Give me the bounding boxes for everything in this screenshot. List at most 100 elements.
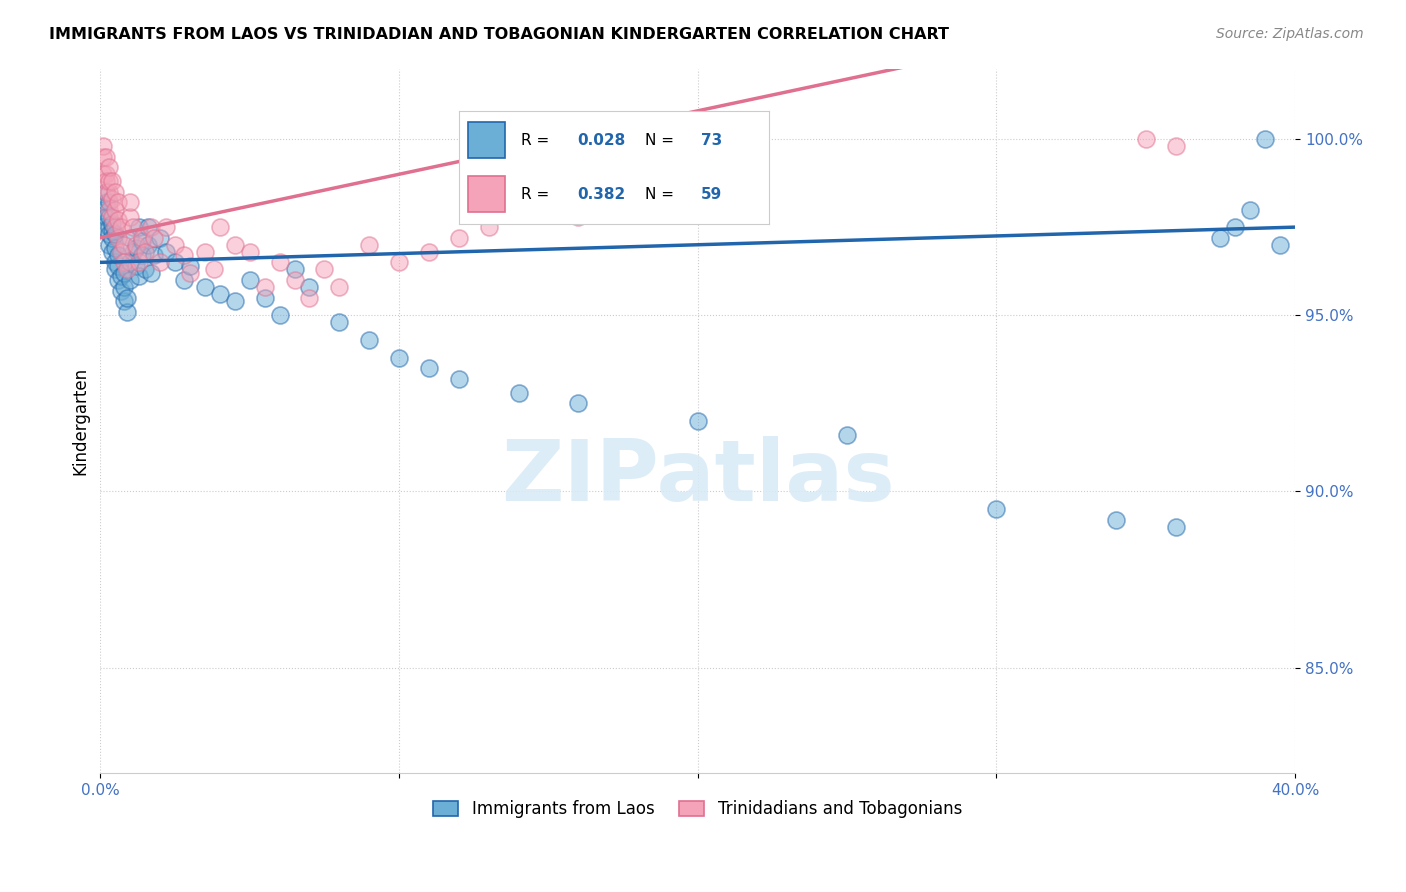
Point <box>1209 230 1232 244</box>
Point <box>986 502 1008 516</box>
Point <box>128 255 150 269</box>
Point <box>120 255 142 269</box>
Point <box>253 291 276 305</box>
Point <box>388 351 411 365</box>
Point <box>155 244 177 259</box>
Point <box>122 244 145 259</box>
Point <box>128 220 150 235</box>
Point <box>173 248 195 262</box>
Point <box>1164 139 1187 153</box>
Point <box>163 255 186 269</box>
Point <box>1164 519 1187 533</box>
Point <box>104 185 127 199</box>
Point <box>139 266 162 280</box>
Point <box>686 414 709 428</box>
Point <box>115 304 138 318</box>
Point <box>134 244 156 259</box>
Point <box>98 174 121 188</box>
Point <box>107 248 129 262</box>
Point <box>125 237 148 252</box>
Point <box>418 361 440 376</box>
Point <box>107 230 129 244</box>
Point <box>136 220 159 235</box>
Point <box>298 280 321 294</box>
Point <box>98 237 121 252</box>
Point <box>149 230 172 244</box>
Point <box>112 237 135 252</box>
Point <box>224 294 246 309</box>
Point <box>131 234 153 248</box>
Legend: Immigrants from Laos, Trinidadians and Tobagonians: Immigrants from Laos, Trinidadians and T… <box>426 794 969 825</box>
Point <box>239 273 262 287</box>
Point <box>107 195 129 210</box>
Point <box>131 230 153 244</box>
Point <box>98 227 121 242</box>
Point <box>418 244 440 259</box>
Point <box>101 210 124 224</box>
Text: Source: ZipAtlas.com: Source: ZipAtlas.com <box>1216 27 1364 41</box>
Point <box>328 315 350 329</box>
Point <box>98 210 121 224</box>
Point <box>202 262 225 277</box>
Point <box>107 213 129 227</box>
Point <box>96 185 118 199</box>
Point <box>91 202 114 217</box>
Point <box>239 244 262 259</box>
Point <box>110 220 132 235</box>
Point <box>96 150 118 164</box>
Point <box>269 308 291 322</box>
Point <box>91 220 114 235</box>
Point <box>131 248 153 262</box>
Point <box>91 150 114 164</box>
Point <box>125 259 148 273</box>
Point <box>179 266 201 280</box>
Point <box>139 220 162 235</box>
Point <box>107 273 129 287</box>
Point <box>122 220 145 235</box>
Point <box>101 192 124 206</box>
Point <box>1270 237 1292 252</box>
Point <box>508 385 530 400</box>
Point <box>627 202 650 217</box>
Point <box>134 262 156 277</box>
Point <box>104 227 127 242</box>
Point <box>104 262 127 277</box>
Point <box>194 244 217 259</box>
Text: IMMIGRANTS FROM LAOS VS TRINIDADIAN AND TOBAGONIAN KINDERGARTEN CORRELATION CHAR: IMMIGRANTS FROM LAOS VS TRINIDADIAN AND … <box>49 27 949 42</box>
Point <box>98 195 121 210</box>
Point <box>143 248 166 262</box>
Point <box>115 262 138 277</box>
Point <box>314 262 336 277</box>
Point <box>101 174 124 188</box>
Point <box>224 237 246 252</box>
Point <box>208 287 231 301</box>
Point <box>96 185 118 199</box>
Point <box>173 273 195 287</box>
Point <box>136 237 159 252</box>
Point <box>96 167 118 181</box>
Point <box>112 280 135 294</box>
Point <box>359 237 381 252</box>
Point <box>1239 202 1261 217</box>
Point <box>96 195 118 210</box>
Point <box>163 237 186 252</box>
Point <box>359 333 381 347</box>
Text: ZIPatlas: ZIPatlas <box>501 436 894 519</box>
Point <box>208 220 231 235</box>
Point <box>91 167 114 181</box>
Point <box>253 280 276 294</box>
Point <box>155 220 177 235</box>
Point <box>112 266 135 280</box>
Point <box>104 255 127 269</box>
Point <box>98 220 121 235</box>
Point <box>283 273 305 287</box>
Point <box>120 230 142 244</box>
Point <box>149 255 172 269</box>
Point <box>128 269 150 284</box>
Point <box>104 202 127 217</box>
Point <box>1105 513 1128 527</box>
Point <box>120 273 142 287</box>
Point <box>101 244 124 259</box>
Point <box>143 230 166 244</box>
Point <box>298 291 321 305</box>
